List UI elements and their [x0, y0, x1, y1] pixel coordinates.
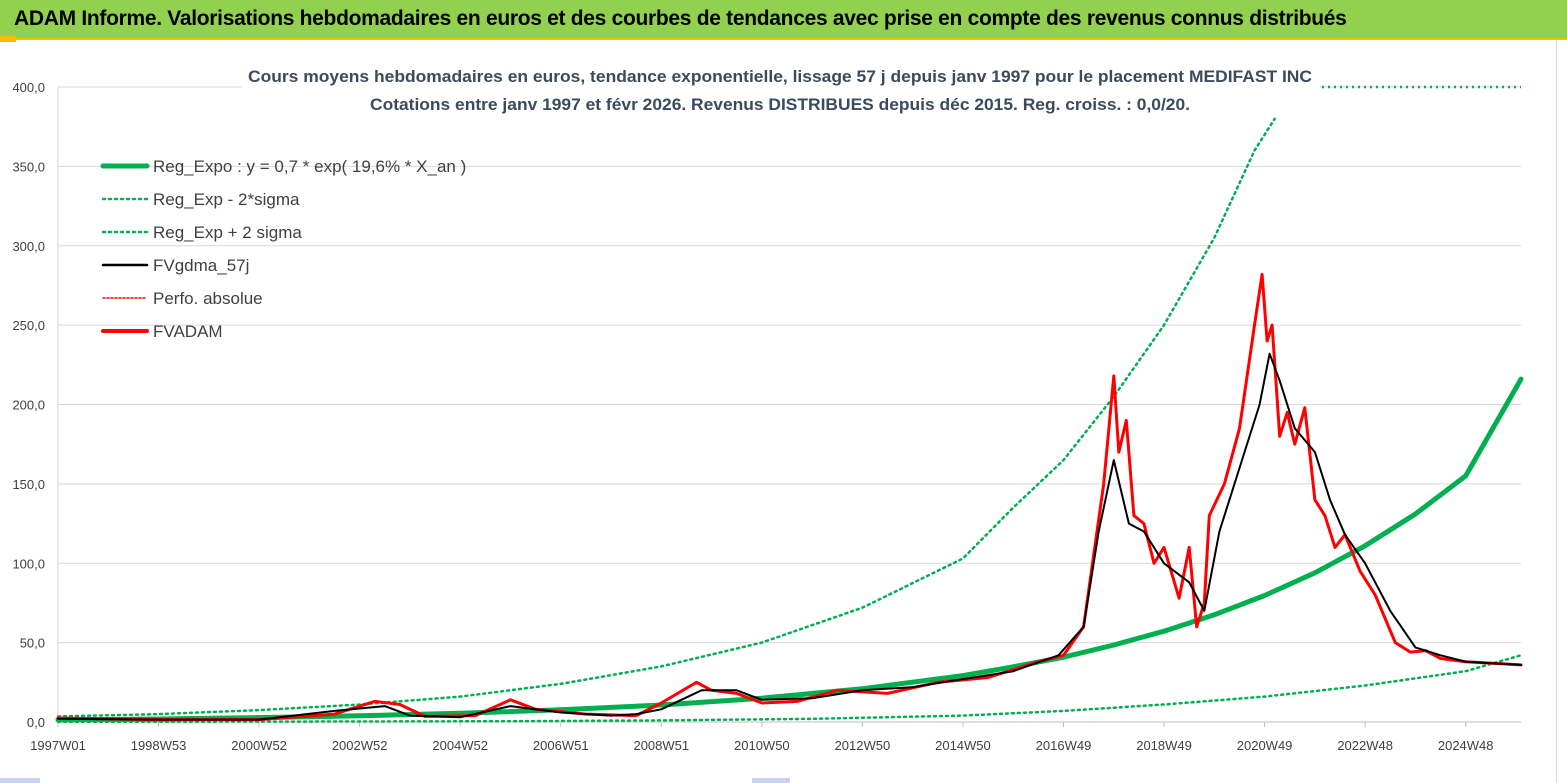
- title-background: [242, 60, 1320, 116]
- x-tick-label: 1997W01: [30, 738, 86, 753]
- header-accent: [0, 36, 16, 42]
- x-tick-label: 2018W49: [1136, 738, 1192, 753]
- bottom-accent-left: [0, 778, 40, 783]
- report-title: ADAM Informe. Valorisations hebdomadaire…: [14, 7, 1347, 30]
- y-tick-label: 300,0: [12, 239, 45, 254]
- legend-label: Reg_Exp - 2*sigma: [153, 190, 300, 209]
- y-tick-label: 150,0: [12, 477, 45, 492]
- report-header: ADAM Informe. Valorisations hebdomadaire…: [0, 0, 1567, 40]
- x-tick-label: 2006W51: [533, 738, 589, 753]
- chart-title-line-1: Cours moyens hebdomadaires en euros, ten…: [248, 67, 1312, 86]
- legend-label: Perfo. absolue: [153, 289, 263, 308]
- y-tick-label: 50,0: [20, 636, 45, 651]
- x-tick-label: 2024W48: [1438, 738, 1494, 753]
- gridlines: [57, 86, 1521, 727]
- series-reg-exp-plus-2sigma: [56, 117, 1276, 718]
- chart-titles: Cours moyens hebdomadaires en euros, ten…: [242, 60, 1320, 116]
- legend-label: Reg_Expo : y = 0,7 * exp( 19,6% * X_an ): [153, 157, 466, 176]
- x-tick-label: 2002W52: [332, 738, 388, 753]
- y-tick-label: 100,0: [12, 556, 45, 571]
- series-group: [55, 85, 1524, 724]
- y-tick-label: 400,0: [12, 80, 45, 95]
- frame-edge: [1556, 40, 1565, 783]
- series-fvadam: [56, 272, 1523, 722]
- x-tick-label: 1998W53: [131, 738, 187, 753]
- x-tick-label: 2014W50: [935, 738, 991, 753]
- series-reg-expo: [55, 376, 1524, 723]
- series-fvgdma-57j: [57, 352, 1522, 721]
- x-tick-label: 2012W50: [835, 738, 891, 753]
- x-tick-label: 2000W52: [231, 738, 287, 753]
- y-tick-label: 250,0: [12, 318, 45, 333]
- y-axis-labels: 0,0 50,0 100,0 150,0 200,0 250,0 300,0 350,0 400…: [12, 80, 45, 730]
- legend-label: Reg_Exp + 2 sigma: [153, 223, 302, 242]
- chart-title-line-2: Cotations entre janv 1997 et févr 2026. …: [370, 95, 1190, 114]
- x-tick-label: 2022W48: [1337, 738, 1393, 753]
- legend-label: FVADAM: [153, 322, 223, 341]
- x-tick-label: 2020W49: [1237, 738, 1293, 753]
- y-tick-label: 200,0: [12, 398, 45, 413]
- x-axis-labels: 1997W01 1998W53 2000W52 2002W52 2004W52 2006W…: [30, 738, 1493, 753]
- x-tick-label: 2016W49: [1036, 738, 1092, 753]
- y-tick-label: 350,0: [12, 159, 45, 174]
- x-tick-label: 2008W51: [633, 738, 689, 753]
- x-tick-label: 2004W52: [432, 738, 488, 753]
- valuation-chart: 0,0 50,0 100,0 150,0 200,0 250,0 300,0 350,0 400…: [12, 60, 1524, 753]
- bottom-accent-mid: [752, 778, 790, 783]
- chart-legend: Reg_Expo : y = 0,7 * exp( 19,6% * X_an )…: [100, 157, 466, 341]
- series-reg-exp-minus-2sigma: [56, 654, 1523, 724]
- x-tick-label: 2010W50: [734, 738, 790, 753]
- legend-label: FVgdma_57j: [153, 256, 249, 275]
- y-tick-label: 0,0: [27, 715, 45, 730]
